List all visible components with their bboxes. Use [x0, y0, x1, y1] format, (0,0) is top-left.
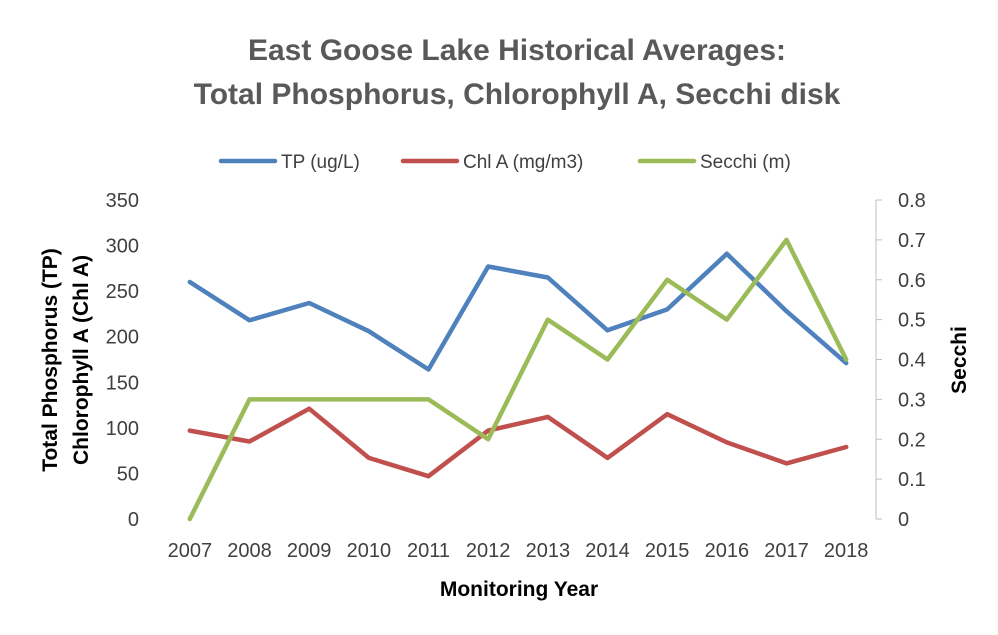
- y-axis-title-line-2: Chlorophyll A (Chl A): [70, 255, 93, 465]
- y-axis-title-line-1: Total Phosphorus (TP): [39, 248, 62, 472]
- legend-label-secchi: Secchi (m): [700, 152, 791, 173]
- y2-tick-label: 0.4: [898, 350, 926, 372]
- series-line-secchi: [187, 237, 849, 522]
- x-tick-label: 2013: [526, 540, 571, 562]
- y2-tick-label: 0.8: [898, 190, 926, 212]
- y-tick-label: 150: [106, 372, 139, 394]
- series-line-chl: [187, 406, 849, 479]
- x-tick-label: 2017: [764, 540, 809, 562]
- y-tick-label: 300: [106, 236, 139, 258]
- x-tick-label: 2012: [466, 540, 511, 562]
- x-tick-label: 2016: [705, 540, 750, 562]
- chart-title-line-2: Total Phosphorus, Chlorophyll A, Secchi …: [194, 78, 841, 111]
- x-axis-title: Monitoring Year: [440, 578, 598, 601]
- y2-tick-label: 0.2: [898, 429, 926, 451]
- chart-title-line-1: East Goose Lake Historical Averages:: [248, 34, 786, 67]
- y2-tick-label: 0.7: [898, 230, 926, 252]
- series-line-tp: [187, 251, 849, 372]
- x-tick-label: 2008: [227, 540, 272, 562]
- x-tick-label: 2018: [824, 540, 869, 562]
- plot-area: [187, 237, 849, 522]
- y-tick-label: 0: [128, 509, 139, 531]
- y2-tick-label: 0.5: [898, 310, 926, 332]
- y-tick-label: 200: [106, 327, 139, 349]
- y-tick-label: 50: [117, 463, 139, 485]
- y-tick-label: 350: [106, 190, 139, 212]
- y2-axis-title: Secchi: [948, 326, 971, 394]
- x-tick-label: 2009: [287, 540, 332, 562]
- y2-tick-label: 0: [898, 509, 909, 531]
- x-axis: 2007 2008 2009 2010 2011 2012 2013 2014 2015 2016…: [168, 540, 869, 562]
- y-tick-label: 100: [106, 418, 139, 440]
- y-tick-label: 250: [106, 281, 139, 303]
- right-axis: 0 0.1 0.2 0.3 0.4 0.5 0.6 0.7 0.8: [875, 190, 926, 531]
- left-axis: 0 50 100 150 200 250 300 350: [106, 190, 139, 531]
- x-tick-label: 2015: [645, 540, 690, 562]
- legend: TP (ug/L) Chl A (mg/m3) Secchi (m): [218, 152, 791, 173]
- legend-label-tp: TP (ug/L): [281, 152, 360, 173]
- legend-label-chl: Chl A (mg/m3): [463, 152, 583, 173]
- y2-tick-label: 0.3: [898, 389, 926, 411]
- x-tick-label: 2011: [407, 540, 450, 562]
- x-tick-label: 2014: [585, 540, 630, 562]
- y2-tick-label: 0.1: [898, 469, 926, 491]
- y2-tick-label: 0.6: [898, 270, 926, 292]
- x-tick-label: 2010: [347, 540, 392, 562]
- x-tick-label: 2007: [168, 540, 213, 562]
